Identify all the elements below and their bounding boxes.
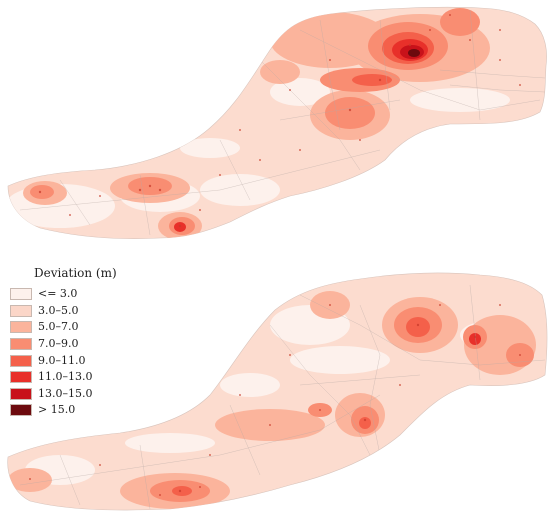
legend-swatch	[10, 354, 32, 367]
legend-item: <= 3.0	[10, 286, 130, 303]
legend-label: 5.0–7.0	[38, 320, 79, 334]
legend-label: 13.0–15.0	[38, 386, 93, 400]
deviation-map-bottom	[7, 272, 548, 511]
legend-label: 7.0–9.0	[38, 337, 79, 351]
legend-rows: <= 3.0 3.0–5.0 5.0–7.0 7.0–9.0 9.0–11.0 …	[10, 286, 130, 419]
legend-label: <= 3.0	[38, 287, 78, 301]
legend-label: 3.0–5.0	[38, 303, 79, 317]
legend-swatch	[10, 371, 32, 384]
legend-item: > 15.0	[10, 402, 130, 419]
legend-item: 3.0–5.0	[10, 303, 130, 320]
legend-item: 5.0–7.0	[10, 319, 130, 336]
legend-label: 11.0–13.0	[38, 370, 93, 384]
legend-swatch	[10, 387, 32, 400]
legend-label: > 15.0	[38, 403, 76, 417]
legend: Deviation (m) <= 3.0 3.0–5.0 5.0–7.0 7.0…	[10, 266, 130, 419]
deviation-map-top	[7, 6, 547, 239]
map-top-deviation-zones	[8, 8, 546, 239]
legend-swatch	[10, 321, 32, 334]
legend-swatch	[10, 404, 32, 417]
legend-item: 7.0–9.0	[10, 336, 130, 353]
legend-swatch	[10, 338, 32, 351]
legend-item: 9.0–11.0	[10, 352, 130, 369]
legend-title: Deviation (m)	[34, 266, 117, 280]
legend-label: 9.0–11.0	[38, 353, 86, 367]
legend-swatch	[10, 288, 32, 301]
legend-item: 13.0–15.0	[10, 386, 130, 403]
map-bottom-deviation-zones	[8, 284, 546, 510]
legend-item: 11.0–13.0	[10, 369, 130, 386]
legend-swatch	[10, 304, 32, 317]
